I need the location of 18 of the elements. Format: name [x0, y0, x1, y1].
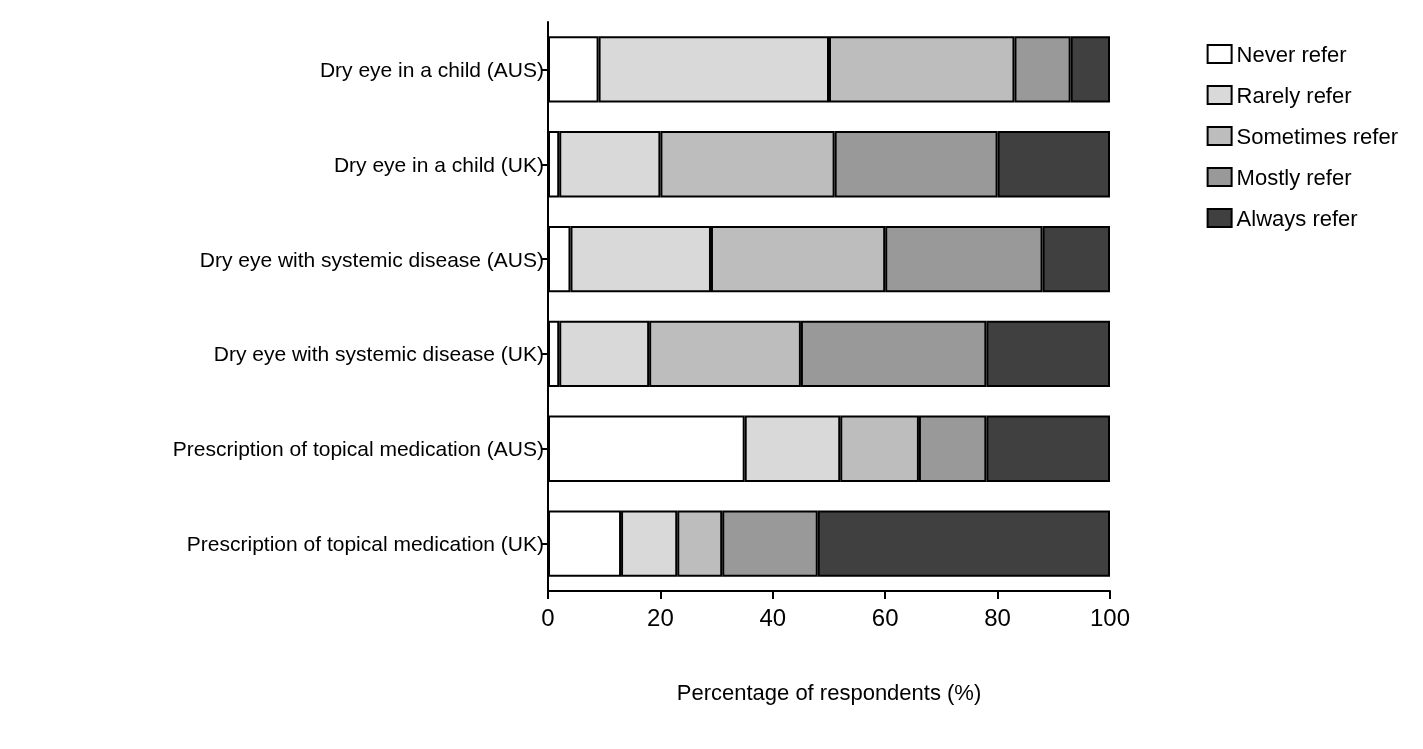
x-tick-label: 40	[759, 603, 787, 631]
legend-label: Sometimes refer	[1236, 123, 1399, 149]
legend-label: Rarely refer	[1236, 82, 1352, 108]
y-tick-label: Dry eye with systemic disease (UK)	[213, 342, 544, 366]
legend-label: Never refer	[1236, 41, 1347, 67]
legend-label: Always refer	[1236, 205, 1358, 231]
x-tick-label: 0	[541, 603, 555, 631]
y-tick-label: Dry eye with systemic disease (AUS)	[199, 247, 544, 271]
x-tick-label: 60	[871, 603, 899, 631]
legend-label: Mostly refer	[1236, 164, 1352, 190]
y-tick-label: Dry eye in a child (AUS)	[319, 57, 544, 81]
x-tick-label: 100	[1089, 603, 1131, 631]
y-tick-label: Prescription of topical medication (AUS)	[172, 437, 544, 461]
y-tick-label: Prescription of topical medication (UK)	[186, 532, 544, 556]
x-tick-label: 80	[984, 603, 1011, 631]
x-tick-label: 20	[647, 603, 674, 631]
y-tick-label: Dry eye in a child (UK)	[333, 152, 544, 176]
x-axis-title: Percentage of respondents (%)	[676, 679, 982, 705]
